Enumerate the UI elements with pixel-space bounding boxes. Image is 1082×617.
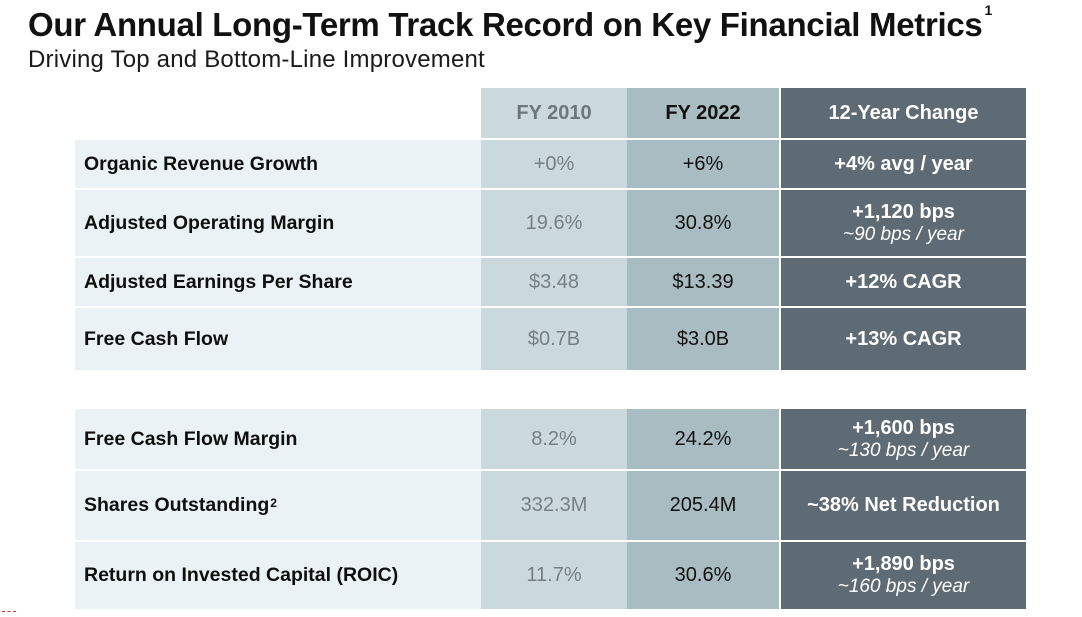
header-fy2022: FY 2022 — [627, 88, 779, 138]
metrics-table-bottom: Free Cash Flow Margin 8.2% 24.2% +1,600 … — [75, 409, 1026, 609]
fy2010-value: 11.7% — [481, 542, 627, 609]
change-main: +13% CAGR — [845, 327, 962, 350]
table-row: Free Cash Flow $0.7B $3.0B +13% CAGR — [75, 306, 1026, 370]
metrics-table-top: FY 2010 FY 2022 12-Year Change Organic R… — [75, 88, 1026, 370]
fy2010-value: $3.48 — [481, 258, 627, 306]
fy2010-value: $0.7B — [481, 308, 627, 370]
change-main: +4% avg / year — [834, 152, 973, 175]
metric-footnote: 2 — [270, 495, 277, 510]
table-row: Return on Invested Capital (ROIC) 11.7% … — [75, 540, 1026, 609]
fy2022-value: $3.0B — [627, 308, 779, 370]
fy2010-value: +0% — [481, 140, 627, 188]
metric-label-text: Shares Outstanding — [84, 494, 270, 516]
change-sub: ~160 bps / year — [837, 576, 970, 598]
header-blank — [75, 88, 481, 138]
change-value: +13% CAGR — [779, 308, 1026, 370]
table-row: Shares Outstanding 2 332.3M 205.4M ~38% N… — [75, 469, 1026, 540]
metric-label: Free Cash Flow Margin — [75, 409, 481, 469]
fy2022-value: 205.4M — [627, 471, 779, 540]
change-value: +4% avg / year — [779, 140, 1026, 188]
table-row: Organic Revenue Growth +0% +6% +4% avg /… — [75, 138, 1026, 188]
fy2010-value: 19.6% — [481, 190, 627, 256]
title-footnote: 1 — [984, 2, 992, 18]
table-row: Free Cash Flow Margin 8.2% 24.2% +1,600 … — [75, 409, 1026, 469]
metric-label: Return on Invested Capital (ROIC) — [75, 542, 481, 609]
table-row: Adjusted Earnings Per Share $3.48 $13.39… — [75, 256, 1026, 306]
header-fy2010: FY 2010 — [481, 88, 627, 138]
change-value: +12% CAGR — [779, 258, 1026, 306]
fy2022-value: $13.39 — [627, 258, 779, 306]
metric-label: Organic Revenue Growth — [75, 140, 481, 188]
edge-marker — [2, 611, 16, 614]
metric-label: Adjusted Earnings Per Share — [75, 258, 481, 306]
page-title: Our Annual Long-Term Track Record on Key… — [28, 2, 992, 43]
fy2022-value: +6% — [627, 140, 779, 188]
metric-label: Shares Outstanding 2 — [75, 471, 481, 540]
header-change: 12-Year Change — [779, 88, 1026, 138]
table-header-row: FY 2010 FY 2022 12-Year Change — [75, 88, 1026, 138]
change-value: ~38% Net Reduction — [779, 471, 1026, 540]
fy2010-value: 8.2% — [481, 409, 627, 469]
metric-label: Free Cash Flow — [75, 308, 481, 370]
fy2022-value: 30.8% — [627, 190, 779, 256]
fy2022-value: 24.2% — [627, 409, 779, 469]
change-value: +1,600 bps ~130 bps / year — [779, 409, 1026, 469]
page-subtitle: Driving Top and Bottom-Line Improvement — [28, 46, 485, 73]
fy2010-value: 332.3M — [481, 471, 627, 540]
change-value: +1,120 bps ~90 bps / year — [779, 190, 1026, 256]
change-main: +1,600 bps — [852, 416, 955, 439]
change-main: +12% CAGR — [845, 270, 962, 293]
change-sub: ~130 bps / year — [837, 439, 970, 461]
change-value: +1,890 bps ~160 bps / year — [779, 542, 1026, 609]
change-main: ~38% Net Reduction — [807, 494, 1000, 516]
change-main: +1,890 bps — [852, 553, 955, 576]
metric-label: Adjusted Operating Margin — [75, 190, 481, 256]
change-sub: ~90 bps / year — [843, 223, 964, 245]
table-row: Adjusted Operating Margin 19.6% 30.8% +1… — [75, 188, 1026, 256]
fy2022-value: 30.6% — [627, 542, 779, 609]
change-main: +1,120 bps — [852, 200, 955, 223]
